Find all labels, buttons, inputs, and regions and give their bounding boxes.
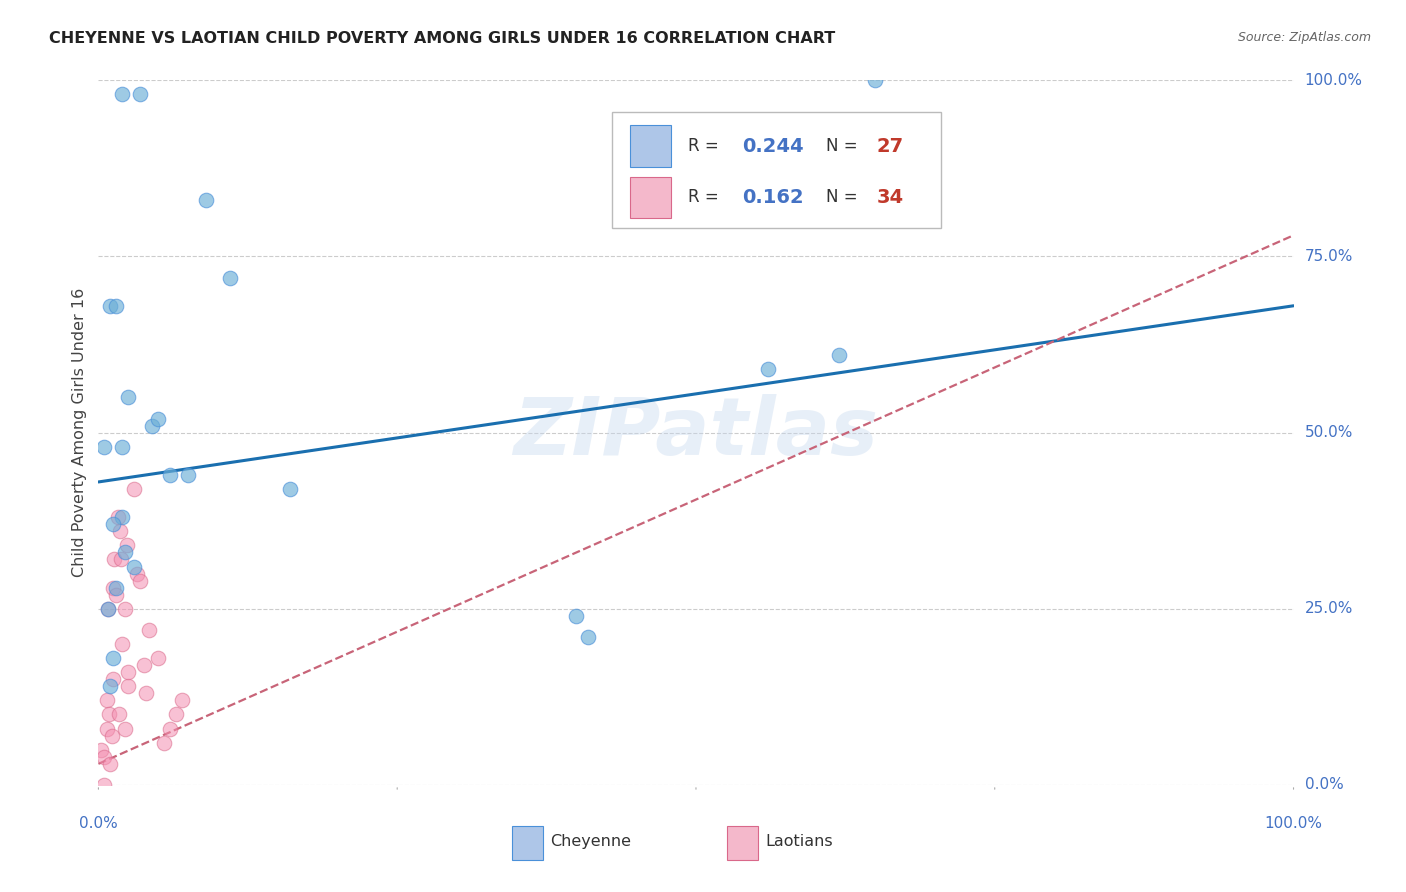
Point	[117, 391, 139, 405]
Point	[93, 778, 115, 792]
Point	[101, 651, 124, 665]
Point	[96, 693, 118, 707]
FancyBboxPatch shape	[630, 177, 671, 219]
Point	[117, 679, 139, 693]
Text: 0.244: 0.244	[742, 136, 804, 155]
Text: 75.0%: 75.0%	[1305, 249, 1353, 264]
Point	[111, 87, 134, 102]
FancyBboxPatch shape	[613, 112, 941, 228]
Text: ZIPatlas: ZIPatlas	[513, 393, 879, 472]
Point	[578, 630, 600, 644]
Point	[98, 299, 122, 313]
Text: 34: 34	[876, 188, 904, 207]
Point	[111, 637, 134, 651]
Text: Laotians: Laotians	[765, 834, 832, 849]
Point	[756, 362, 779, 376]
Point	[828, 348, 851, 362]
Text: 25.0%: 25.0%	[1305, 601, 1353, 616]
Point	[111, 440, 134, 454]
Text: 100.0%: 100.0%	[1264, 815, 1323, 830]
Point	[107, 707, 129, 722]
Text: 100.0%: 100.0%	[1305, 73, 1362, 87]
Point	[124, 482, 146, 496]
Point	[124, 559, 146, 574]
Text: 0.162: 0.162	[742, 188, 804, 207]
Text: R =: R =	[688, 137, 724, 155]
Point	[105, 299, 128, 313]
Point	[97, 601, 120, 615]
Point	[93, 440, 115, 454]
Point	[148, 411, 170, 425]
Point	[159, 467, 181, 482]
Point	[129, 87, 152, 102]
Point	[108, 524, 131, 539]
Point	[101, 673, 124, 687]
Point	[93, 749, 115, 764]
Text: N =: N =	[827, 137, 863, 155]
Point	[107, 510, 129, 524]
Point	[114, 601, 136, 615]
Point	[98, 679, 122, 693]
Text: R =: R =	[688, 188, 724, 206]
Point	[172, 693, 194, 707]
Point	[129, 574, 152, 588]
Text: 0.0%: 0.0%	[1305, 778, 1343, 792]
Point	[165, 707, 187, 722]
Point	[138, 623, 160, 637]
Text: 50.0%: 50.0%	[1305, 425, 1353, 440]
Point	[177, 467, 200, 482]
Point	[110, 552, 132, 566]
Text: N =: N =	[827, 188, 863, 206]
Point	[114, 545, 136, 559]
Point	[117, 665, 139, 680]
Point	[100, 729, 122, 743]
Text: Cheyenne: Cheyenne	[550, 834, 631, 849]
Text: 0.0%: 0.0%	[79, 815, 118, 830]
Point	[135, 686, 157, 700]
Text: 27: 27	[876, 136, 904, 155]
Point	[865, 73, 887, 87]
Point	[98, 756, 122, 771]
Point	[103, 552, 125, 566]
Point	[159, 722, 181, 736]
Point	[132, 658, 155, 673]
Point	[101, 581, 124, 595]
Point	[195, 193, 218, 207]
Point	[115, 538, 138, 552]
Point	[148, 651, 170, 665]
Y-axis label: Child Poverty Among Girls Under 16: Child Poverty Among Girls Under 16	[72, 288, 87, 577]
FancyBboxPatch shape	[512, 826, 543, 861]
Point	[98, 707, 121, 722]
Text: CHEYENNE VS LAOTIAN CHILD POVERTY AMONG GIRLS UNDER 16 CORRELATION CHART: CHEYENNE VS LAOTIAN CHILD POVERTY AMONG …	[49, 31, 835, 46]
Text: Source: ZipAtlas.com: Source: ZipAtlas.com	[1237, 31, 1371, 45]
Point	[111, 510, 134, 524]
Point	[105, 581, 128, 595]
Point	[153, 736, 176, 750]
Point	[96, 722, 118, 736]
FancyBboxPatch shape	[727, 826, 758, 861]
Point	[141, 418, 163, 433]
Point	[278, 482, 301, 496]
FancyBboxPatch shape	[630, 125, 671, 167]
Point	[114, 722, 136, 736]
Point	[97, 601, 120, 615]
Point	[219, 270, 242, 285]
Point	[565, 608, 588, 623]
Point	[125, 566, 148, 581]
Point	[101, 517, 124, 532]
Point	[105, 588, 128, 602]
Point	[90, 742, 112, 756]
